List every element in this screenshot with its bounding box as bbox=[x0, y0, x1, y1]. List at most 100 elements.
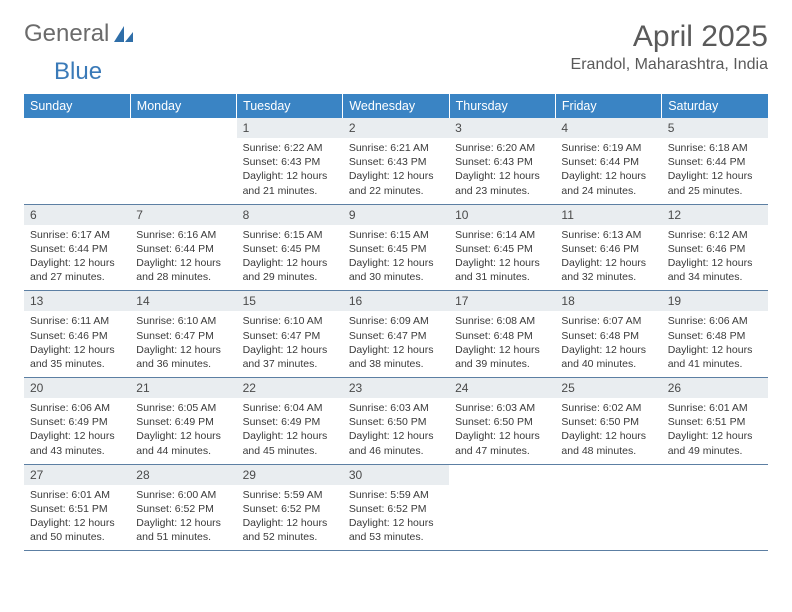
sunset-text: Sunset: 6:48 PM bbox=[455, 329, 549, 343]
day-number: 28 bbox=[130, 465, 236, 485]
sunrise-text: Sunrise: 6:06 AM bbox=[30, 401, 124, 415]
sunrise-text: Sunrise: 5:59 AM bbox=[243, 488, 337, 502]
day-cell: 19Sunrise: 6:06 AMSunset: 6:48 PMDayligh… bbox=[662, 291, 768, 378]
dow-tuesday: Tuesday bbox=[237, 94, 343, 118]
daylight-text: Daylight: 12 hours and 30 minutes. bbox=[349, 256, 443, 284]
sunrise-text: Sunrise: 6:19 AM bbox=[561, 141, 655, 155]
sunset-text: Sunset: 6:43 PM bbox=[243, 155, 337, 169]
daylight-text: Daylight: 12 hours and 48 minutes. bbox=[561, 429, 655, 457]
day-cell: 17Sunrise: 6:08 AMSunset: 6:48 PMDayligh… bbox=[449, 291, 555, 378]
sunrise-text: Sunrise: 5:59 AM bbox=[349, 488, 443, 502]
sunset-text: Sunset: 6:44 PM bbox=[136, 242, 230, 256]
day-cell: 23Sunrise: 6:03 AMSunset: 6:50 PMDayligh… bbox=[343, 378, 449, 465]
sunset-text: Sunset: 6:47 PM bbox=[243, 329, 337, 343]
sunrise-text: Sunrise: 6:12 AM bbox=[668, 228, 762, 242]
sunrise-text: Sunrise: 6:03 AM bbox=[455, 401, 549, 415]
day-cell: 20Sunrise: 6:06 AMSunset: 6:49 PMDayligh… bbox=[24, 378, 130, 465]
day-cell: 18Sunrise: 6:07 AMSunset: 6:48 PMDayligh… bbox=[555, 291, 661, 378]
day-cell: 10Sunrise: 6:14 AMSunset: 6:45 PMDayligh… bbox=[449, 204, 555, 291]
day-number: 6 bbox=[24, 205, 130, 225]
sunset-text: Sunset: 6:52 PM bbox=[243, 502, 337, 516]
daylight-text: Daylight: 12 hours and 35 minutes. bbox=[30, 343, 124, 371]
daylight-text: Daylight: 12 hours and 50 minutes. bbox=[30, 516, 124, 544]
day-detail: Sunrise: 6:09 AMSunset: 6:47 PMDaylight:… bbox=[343, 311, 449, 377]
day-cell: 1Sunrise: 6:22 AMSunset: 6:43 PMDaylight… bbox=[237, 118, 343, 204]
day-cell: 3Sunrise: 6:20 AMSunset: 6:43 PMDaylight… bbox=[449, 118, 555, 204]
sunrise-text: Sunrise: 6:00 AM bbox=[136, 488, 230, 502]
sunset-text: Sunset: 6:46 PM bbox=[30, 329, 124, 343]
day-number: 30 bbox=[343, 465, 449, 485]
sunset-text: Sunset: 6:51 PM bbox=[668, 415, 762, 429]
day-detail: Sunrise: 6:07 AMSunset: 6:48 PMDaylight:… bbox=[555, 311, 661, 377]
sunset-text: Sunset: 6:48 PM bbox=[561, 329, 655, 343]
sunrise-text: Sunrise: 6:10 AM bbox=[136, 314, 230, 328]
day-number: 8 bbox=[237, 205, 343, 225]
daylight-text: Daylight: 12 hours and 46 minutes. bbox=[349, 429, 443, 457]
sunset-text: Sunset: 6:44 PM bbox=[668, 155, 762, 169]
day-cell: 14Sunrise: 6:10 AMSunset: 6:47 PMDayligh… bbox=[130, 291, 236, 378]
day-detail: Sunrise: 6:10 AMSunset: 6:47 PMDaylight:… bbox=[237, 311, 343, 377]
day-detail: Sunrise: 6:06 AMSunset: 6:49 PMDaylight:… bbox=[24, 398, 130, 464]
week-row: 6Sunrise: 6:17 AMSunset: 6:44 PMDaylight… bbox=[24, 204, 768, 291]
daylight-text: Daylight: 12 hours and 36 minutes. bbox=[136, 343, 230, 371]
calendar-page: General April 2025 Erandol, Maharashtra,… bbox=[0, 0, 792, 571]
dow-sunday: Sunday bbox=[24, 94, 130, 118]
week-row: 20Sunrise: 6:06 AMSunset: 6:49 PMDayligh… bbox=[24, 378, 768, 465]
day-cell: 15Sunrise: 6:10 AMSunset: 6:47 PMDayligh… bbox=[237, 291, 343, 378]
sunset-text: Sunset: 6:45 PM bbox=[455, 242, 549, 256]
sunset-text: Sunset: 6:50 PM bbox=[455, 415, 549, 429]
logo: General bbox=[24, 20, 137, 48]
sunset-text: Sunset: 6:51 PM bbox=[30, 502, 124, 516]
day-detail: Sunrise: 6:20 AMSunset: 6:43 PMDaylight:… bbox=[449, 138, 555, 204]
day-number: 7 bbox=[130, 205, 236, 225]
day-cell bbox=[662, 464, 768, 551]
day-cell: 9Sunrise: 6:15 AMSunset: 6:45 PMDaylight… bbox=[343, 204, 449, 291]
sunset-text: Sunset: 6:49 PM bbox=[243, 415, 337, 429]
day-number: 23 bbox=[343, 378, 449, 398]
day-cell bbox=[24, 118, 130, 204]
sunrise-text: Sunrise: 6:07 AM bbox=[561, 314, 655, 328]
day-number: 17 bbox=[449, 291, 555, 311]
daylight-text: Daylight: 12 hours and 52 minutes. bbox=[243, 516, 337, 544]
day-number: 4 bbox=[555, 118, 661, 138]
day-detail: Sunrise: 6:10 AMSunset: 6:47 PMDaylight:… bbox=[130, 311, 236, 377]
sunset-text: Sunset: 6:50 PM bbox=[561, 415, 655, 429]
sunset-text: Sunset: 6:50 PM bbox=[349, 415, 443, 429]
sunrise-text: Sunrise: 6:21 AM bbox=[349, 141, 443, 155]
day-number: 25 bbox=[555, 378, 661, 398]
sunrise-text: Sunrise: 6:15 AM bbox=[243, 228, 337, 242]
location-text: Erandol, Maharashtra, India bbox=[571, 56, 768, 74]
day-cell: 12Sunrise: 6:12 AMSunset: 6:46 PMDayligh… bbox=[662, 204, 768, 291]
day-number: 19 bbox=[662, 291, 768, 311]
day-cell: 2Sunrise: 6:21 AMSunset: 6:43 PMDaylight… bbox=[343, 118, 449, 204]
sunset-text: Sunset: 6:52 PM bbox=[136, 502, 230, 516]
calendar-table: Sunday Monday Tuesday Wednesday Thursday… bbox=[24, 94, 768, 551]
sunset-text: Sunset: 6:45 PM bbox=[243, 242, 337, 256]
day-detail: Sunrise: 6:01 AMSunset: 6:51 PMDaylight:… bbox=[662, 398, 768, 464]
day-detail: Sunrise: 6:12 AMSunset: 6:46 PMDaylight:… bbox=[662, 225, 768, 291]
title-block: April 2025 Erandol, Maharashtra, India bbox=[571, 20, 768, 74]
daylight-text: Daylight: 12 hours and 29 minutes. bbox=[243, 256, 337, 284]
day-detail: Sunrise: 6:05 AMSunset: 6:49 PMDaylight:… bbox=[130, 398, 236, 464]
day-detail: Sunrise: 6:13 AMSunset: 6:46 PMDaylight:… bbox=[555, 225, 661, 291]
sunrise-text: Sunrise: 6:02 AM bbox=[561, 401, 655, 415]
sunrise-text: Sunrise: 6:13 AM bbox=[561, 228, 655, 242]
day-cell: 21Sunrise: 6:05 AMSunset: 6:49 PMDayligh… bbox=[130, 378, 236, 465]
logo-sail-icon bbox=[113, 24, 135, 44]
sunrise-text: Sunrise: 6:11 AM bbox=[30, 314, 124, 328]
sunrise-text: Sunrise: 6:01 AM bbox=[30, 488, 124, 502]
daylight-text: Daylight: 12 hours and 21 minutes. bbox=[243, 169, 337, 197]
day-number: 26 bbox=[662, 378, 768, 398]
sunrise-text: Sunrise: 6:08 AM bbox=[455, 314, 549, 328]
sunset-text: Sunset: 6:49 PM bbox=[136, 415, 230, 429]
sunset-text: Sunset: 6:46 PM bbox=[561, 242, 655, 256]
day-detail: Sunrise: 6:08 AMSunset: 6:48 PMDaylight:… bbox=[449, 311, 555, 377]
sunset-text: Sunset: 6:47 PM bbox=[136, 329, 230, 343]
day-number: 18 bbox=[555, 291, 661, 311]
day-number: 11 bbox=[555, 205, 661, 225]
day-number: 10 bbox=[449, 205, 555, 225]
sunrise-text: Sunrise: 6:15 AM bbox=[349, 228, 443, 242]
sunrise-text: Sunrise: 6:20 AM bbox=[455, 141, 549, 155]
day-number: 29 bbox=[237, 465, 343, 485]
sunset-text: Sunset: 6:44 PM bbox=[561, 155, 655, 169]
